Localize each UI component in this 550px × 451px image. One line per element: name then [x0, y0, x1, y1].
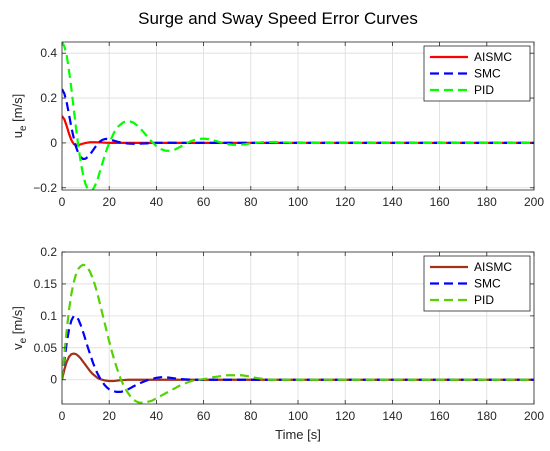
x-tick-label: 120 [335, 409, 355, 423]
x-axis-label: Time [s] [275, 427, 321, 442]
x-tick-label: 100 [288, 409, 308, 423]
legend-label: AISMC [474, 260, 512, 274]
x-tick-label: 80 [244, 195, 258, 209]
series-line-smc [62, 314, 534, 393]
x-tick-label: 140 [382, 409, 402, 423]
x-tick-label: 100 [288, 195, 308, 209]
x-tick-label: 20 [103, 409, 117, 423]
x-tick-label: 40 [150, 195, 164, 209]
series-line-aismc [62, 352, 534, 383]
series-group [62, 263, 534, 404]
x-tick-label: 160 [430, 409, 450, 423]
x-tick-label: 120 [335, 195, 355, 209]
x-tick-label: 40 [150, 409, 164, 423]
surge-error-panel: 0 20 40 60 80 100 120 140 160 180 200−0.200.20.4ue… [10, 41, 544, 209]
legend-box [423, 45, 531, 102]
x-tick-label: 0 [59, 409, 66, 423]
series-line-pid [62, 42, 534, 190]
y-tick-label: 0.15 [34, 277, 58, 291]
y-tick-label: 0 [50, 136, 57, 150]
x-tick-label: 180 [477, 409, 497, 423]
y-tick-label: −0.2 [33, 181, 57, 195]
x-tick-label: 160 [430, 195, 450, 209]
y-tick-label: 0 [50, 373, 57, 387]
x-tick-label: 180 [477, 195, 497, 209]
x-tick-label: 60 [197, 409, 211, 423]
legend-label: SMC [474, 277, 501, 291]
legend-label: AISMC [474, 50, 512, 64]
x-tick-label: 20 [103, 195, 117, 209]
series-group [62, 42, 534, 190]
x-tick-label: 80 [244, 409, 258, 423]
legend-label: SMC [474, 67, 501, 81]
x-tick-label: 200 [524, 195, 544, 209]
x-tick-label: 140 [382, 195, 402, 209]
y-tick-label: 0.2 [40, 245, 57, 259]
x-tick-label: 200 [524, 409, 544, 423]
sway-error-panel: 0 20 40 60 80 100 120 140 160 180 200 0 0.05 0.1 0.15 0… [10, 245, 544, 442]
legend: AISMC SMC PID [423, 255, 531, 312]
y-tick-label: 0.2 [40, 91, 57, 105]
figure-title: Surge and Sway Speed Error Curves [138, 9, 418, 28]
legend-box [423, 255, 531, 312]
series-line-smc [62, 88, 534, 161]
y-tick-label: 0.1 [40, 309, 57, 323]
legend-label: PID [474, 83, 494, 97]
y-tick-label: 0.05 [34, 341, 58, 355]
y-tick-label: 0.4 [40, 46, 57, 60]
series-line-pid [62, 263, 534, 404]
y-axis-label: ve [m/s] [10, 306, 29, 350]
y-axis-label: ue [m/s] [10, 94, 29, 139]
legend-label: PID [474, 293, 494, 307]
x-tick-label: 60 [197, 195, 211, 209]
x-tick-label: 0 [59, 195, 66, 209]
legend: AISMC SMC PID [423, 45, 531, 102]
